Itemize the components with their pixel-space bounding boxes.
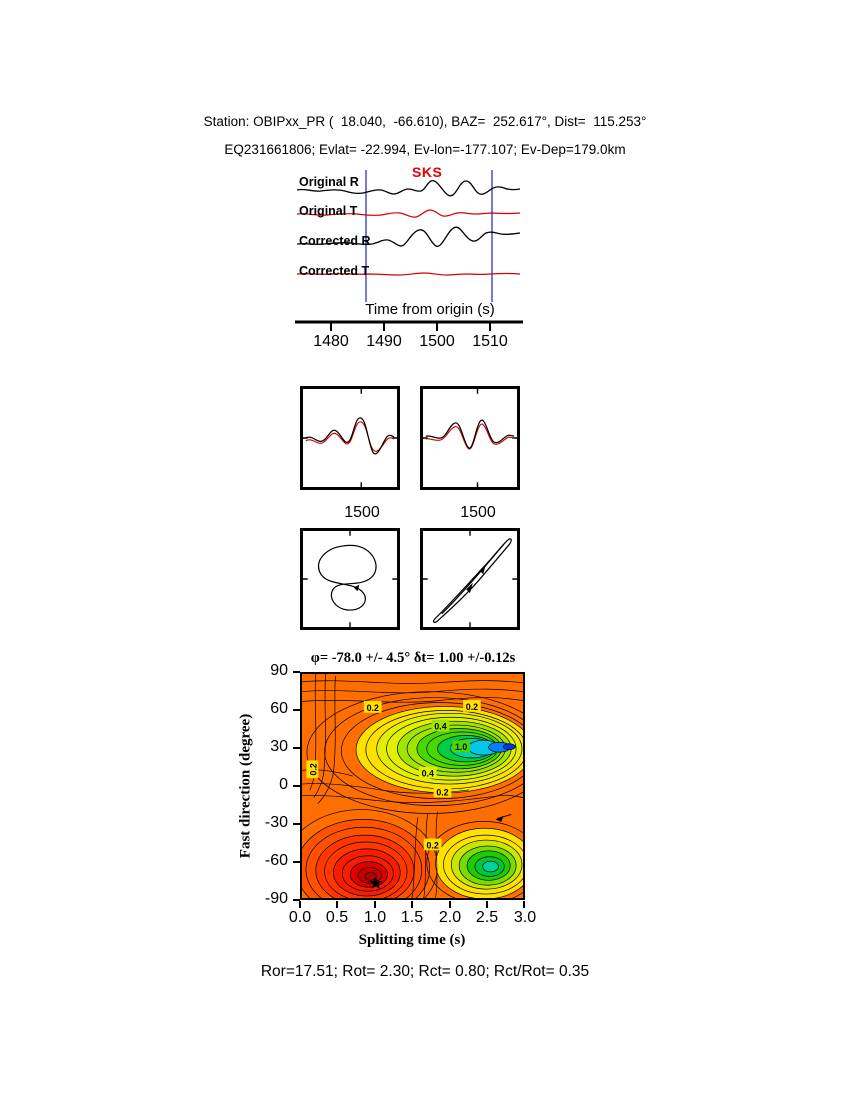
x-tick-10: 1.0 — [363, 909, 387, 926]
x-tick-mark — [299, 901, 301, 908]
waveform-panel-right — [420, 386, 520, 490]
seismogram-traces — [296, 170, 521, 302]
event-subtitle: EQ231661806; Evlat= -22.994, Ev-lon=-177… — [224, 142, 626, 157]
waveform-panel-right-plot — [423, 389, 517, 487]
x-tick-30: 3.0 — [513, 909, 537, 926]
motion-arrowhead — [479, 563, 486, 575]
x-tick-mark — [336, 901, 338, 908]
y-tick-mark — [293, 785, 300, 787]
y-tick-90: 90 — [270, 662, 288, 679]
contour-label: 0.2 — [426, 840, 438, 850]
trace-label-original-r: Original R — [299, 175, 359, 189]
station-title: Station: OBIPxx_PR ( 18.040, -66.610), B… — [203, 114, 647, 129]
x-tick-05: 0.5 — [325, 909, 349, 926]
x-tick-0: 0.0 — [288, 909, 312, 926]
waveform-panel-left — [300, 386, 400, 490]
x-tick-mark — [374, 901, 376, 908]
x-tick-mark — [486, 901, 488, 908]
y-tick-neg60: -60 — [264, 852, 288, 869]
footer-statistics: Ror=17.51; Rot= 2.30; Rct= 0.80; Rct/Rot… — [260, 963, 590, 980]
contour-arrow — [495, 815, 504, 822]
contour-label: 0.2 — [308, 763, 318, 775]
y-tick-mark — [293, 899, 300, 901]
contour-label: 1.0 — [455, 742, 467, 752]
waveform-right-xtick: 1500 — [460, 504, 496, 521]
contour-label: 0.4 — [434, 722, 446, 732]
y-tick-0: 0 — [279, 776, 288, 793]
lower-left-maximum-blob — [283, 809, 438, 924]
particle-motion-right — [420, 528, 520, 630]
y-tick-60: 60 — [270, 700, 288, 717]
original-t-trace — [296, 209, 521, 218]
y-tick-mark — [293, 823, 300, 825]
y-tick-30: 30 — [270, 738, 288, 755]
trace-label-corrected-r: Corrected R — [299, 234, 371, 248]
trace-label-original-t: Original T — [299, 204, 358, 218]
motion-arrowhead — [353, 584, 360, 592]
x-tick-mark — [411, 901, 413, 908]
waveform-left-xtick: 1500 — [344, 504, 380, 521]
contour-label: 0.4 — [422, 769, 434, 779]
y-tick-mark — [293, 747, 300, 749]
trace-label-corrected-t: Corrected T — [299, 264, 370, 278]
corrected-t-trace — [296, 272, 521, 276]
motion-arrowhead — [466, 582, 473, 594]
contour-label: 0.2 — [436, 787, 448, 797]
splitting-result-title: φ= -78.0 +/- 4.5° δt= 1.00 +/-0.12s — [310, 650, 516, 666]
time-axis — [295, 320, 523, 331]
x-tick-mark — [523, 901, 525, 908]
contour-label: 0.2 — [367, 703, 379, 713]
misfit-contour-canvas: 0.2 0.2 0.4 1.0 0.2 0.4 0.2 0.2 — [283, 673, 553, 924]
x-tick-15: 1.5 — [400, 909, 424, 926]
particle-motion-right-plot — [423, 531, 517, 627]
y-tick-neg30: -30 — [264, 814, 288, 831]
time-tick-1510: 1510 — [472, 333, 508, 350]
y-tick-mark — [293, 709, 300, 711]
x-tick-20: 2.0 — [438, 909, 462, 926]
best-fit-star — [369, 876, 383, 889]
time-tick-1490: 1490 — [366, 333, 402, 350]
waveform-panel-left-plot — [303, 389, 397, 487]
time-axis-label: Time from origin (s) — [365, 301, 495, 318]
x-tick-25: 2.5 — [475, 909, 499, 926]
misfit-contour-plot: 0.2 0.2 0.4 1.0 0.2 0.4 0.2 0.2 — [283, 672, 553, 924]
y-axis-title: Fast direction (degree) — [237, 713, 254, 859]
y-tick-mark — [293, 861, 300, 863]
x-tick-mark — [449, 901, 451, 908]
time-tick-1500: 1500 — [419, 333, 455, 350]
x-axis-title: Splitting time (s) — [358, 932, 466, 948]
time-tick-1480: 1480 — [313, 333, 349, 350]
y-tick-mark — [293, 671, 300, 673]
mid-bottom-contours — [411, 811, 512, 899]
corrected-r-trace — [296, 226, 521, 247]
lower-right-green-blob — [426, 821, 542, 905]
original-r-trace — [296, 179, 521, 197]
particle-motion-left — [300, 528, 400, 630]
contour-label: 0.2 — [466, 702, 478, 712]
particle-motion-left-plot — [303, 531, 397, 627]
phase-label-sks: SKS — [412, 164, 443, 180]
contour-labels: 0.2 0.2 0.4 1.0 0.2 0.4 0.2 0.2 — [306, 700, 481, 850]
y-tick-neg90: -90 — [264, 890, 288, 907]
